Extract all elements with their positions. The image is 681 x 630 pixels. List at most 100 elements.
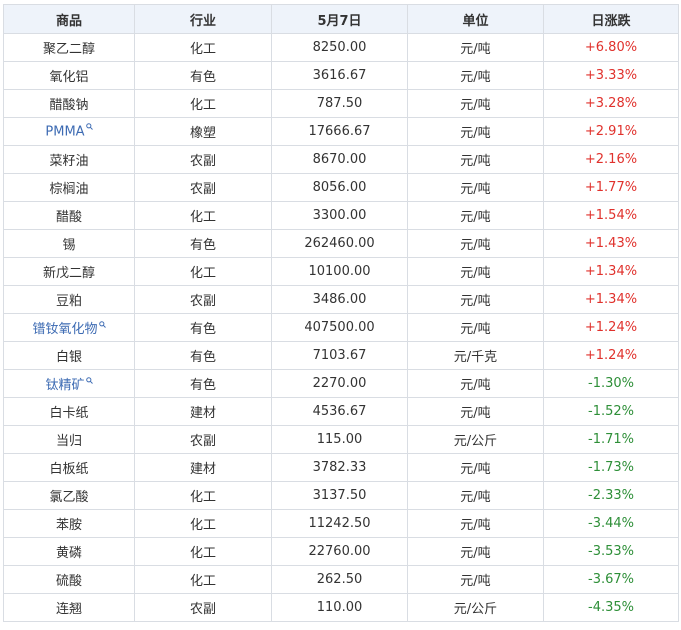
header-commodity: 商品 [3, 4, 135, 34]
unit-cell: 元/吨 [407, 201, 544, 230]
industry-cell: 农副 [134, 593, 272, 622]
table-row: 醋酸 化工 3300.00 元/吨 +1.54% [3, 201, 679, 230]
commodity-name-cell: 锡 [3, 229, 135, 258]
commodity-link[interactable]: 镨钕氧化物 [32, 322, 98, 337]
commodity-link[interactable]: PMMA [45, 124, 85, 140]
price-cell: 3616.67 [271, 61, 408, 90]
industry-cell: 有色 [134, 341, 272, 370]
header-industry: 行业 [134, 4, 272, 34]
table-row: PMMA 橡塑 17666.67 元/吨 +2.91% [3, 117, 679, 146]
industry-cell: 化工 [134, 509, 272, 538]
change-cell: -1.30% [543, 369, 679, 398]
industry-cell: 建材 [134, 453, 272, 482]
commodity-name: 新戊二醇 [42, 266, 95, 281]
price-cell: 17666.67 [271, 117, 408, 146]
industry-cell: 农副 [134, 285, 272, 314]
commodity-name-cell: 豆粕 [3, 285, 135, 314]
commodity-name-cell: 黄磷 [3, 537, 135, 566]
commodity-name: 氯乙酸 [49, 490, 89, 505]
commodity-name-cell: 硫酸 [3, 565, 135, 594]
table-row: 醋酸钠 化工 787.50 元/吨 +3.28% [3, 89, 679, 118]
unit-cell: 元/公斤 [407, 593, 544, 622]
price-cell: 407500.00 [271, 313, 408, 342]
commodity-name-cell: 氧化铝 [3, 61, 135, 90]
commodity-name: 黄磷 [55, 546, 82, 561]
industry-cell: 化工 [134, 257, 272, 286]
unit-cell: 元/吨 [407, 285, 544, 314]
industry-cell: 化工 [134, 537, 272, 566]
table-row: 连翘 农副 110.00 元/公斤 -4.35% [3, 593, 679, 622]
industry-cell: 农副 [134, 425, 272, 454]
magnifier-icon[interactable] [85, 376, 93, 387]
commodity-name: 当归 [55, 434, 82, 449]
commodity-name-cell[interactable]: PMMA [3, 117, 135, 146]
change-cell: -1.73% [543, 453, 679, 482]
commodity-name: 氧化铝 [49, 70, 89, 85]
commodity-name: 棕榈油 [49, 182, 89, 197]
change-cell: +1.24% [543, 313, 679, 342]
price-cell: 787.50 [271, 89, 408, 118]
change-cell: +2.16% [543, 145, 679, 174]
commodity-name-cell[interactable]: 镨钕氧化物 [3, 313, 135, 342]
table-row: 白板纸 建材 3782.33 元/吨 -1.73% [3, 453, 679, 482]
change-cell: +1.34% [543, 257, 679, 286]
price-cell: 262.50 [271, 565, 408, 594]
change-cell: +1.24% [543, 341, 679, 370]
header-date-price: 5月7日 [271, 4, 408, 34]
unit-cell: 元/吨 [407, 313, 544, 342]
change-cell: -1.52% [543, 397, 679, 426]
change-cell: +1.43% [543, 229, 679, 258]
price-cell: 8250.00 [271, 33, 408, 62]
unit-cell: 元/吨 [407, 117, 544, 146]
magnifier-icon[interactable] [85, 123, 93, 133]
table-row: 当归 农副 115.00 元/公斤 -1.71% [3, 425, 679, 454]
unit-cell: 元/吨 [407, 369, 544, 398]
table-row: 苯胺 化工 11242.50 元/吨 -3.44% [3, 509, 679, 538]
industry-cell: 橡塑 [134, 117, 272, 146]
table-row: 镨钕氧化物 有色 407500.00 元/吨 +1.24% [3, 313, 679, 342]
magnifier-icon[interactable] [98, 320, 106, 331]
price-cell: 3486.00 [271, 285, 408, 314]
unit-cell: 元/吨 [407, 33, 544, 62]
commodity-name: 苯胺 [55, 518, 82, 533]
unit-cell: 元/吨 [407, 229, 544, 258]
commodity-name-cell: 氯乙酸 [3, 481, 135, 510]
unit-cell: 元/千克 [407, 341, 544, 370]
unit-cell: 元/吨 [407, 61, 544, 90]
commodity-name-cell: 白板纸 [3, 453, 135, 482]
commodity-name: 醋酸 [55, 210, 82, 225]
table-row: 钛精矿 有色 2270.00 元/吨 -1.30% [3, 369, 679, 398]
industry-cell: 化工 [134, 201, 272, 230]
table-row: 棕榈油 农副 8056.00 元/吨 +1.77% [3, 173, 679, 202]
commodity-name-cell: 当归 [3, 425, 135, 454]
price-cell: 11242.50 [271, 509, 408, 538]
unit-cell: 元/吨 [407, 453, 544, 482]
commodity-name: 白银 [55, 350, 82, 365]
header-unit: 单位 [407, 4, 544, 34]
table-row: 新戊二醇 化工 10100.00 元/吨 +1.34% [3, 257, 679, 286]
unit-cell: 元/吨 [407, 257, 544, 286]
price-cell: 3137.50 [271, 481, 408, 510]
price-cell: 8670.00 [271, 145, 408, 174]
unit-cell: 元/公斤 [407, 425, 544, 454]
commodity-link[interactable]: 钛精矿 [45, 378, 85, 393]
change-cell: -1.71% [543, 425, 679, 454]
table-row: 氯乙酸 化工 3137.50 元/吨 -2.33% [3, 481, 679, 510]
price-cell: 4536.67 [271, 397, 408, 426]
commodity-name-cell: 新戊二醇 [3, 257, 135, 286]
table-row: 菜籽油 农副 8670.00 元/吨 +2.16% [3, 145, 679, 174]
commodity-name-cell: 菜籽油 [3, 145, 135, 174]
industry-cell: 化工 [134, 565, 272, 594]
commodity-name: 硫酸 [55, 574, 82, 589]
commodity-name-cell: 白银 [3, 341, 135, 370]
change-cell: +6.80% [543, 33, 679, 62]
commodity-name-cell[interactable]: 钛精矿 [3, 369, 135, 398]
price-cell: 262460.00 [271, 229, 408, 258]
unit-cell: 元/吨 [407, 89, 544, 118]
change-cell: -3.67% [543, 565, 679, 594]
price-cell: 10100.00 [271, 257, 408, 286]
table-body: 聚乙二醇 化工 8250.00 元/吨 +6.80% 氧化铝 有色 3616.67 元/吨 +3.… [3, 33, 679, 622]
industry-cell: 有色 [134, 369, 272, 398]
commodity-name-cell: 白卡纸 [3, 397, 135, 426]
price-cell: 2270.00 [271, 369, 408, 398]
